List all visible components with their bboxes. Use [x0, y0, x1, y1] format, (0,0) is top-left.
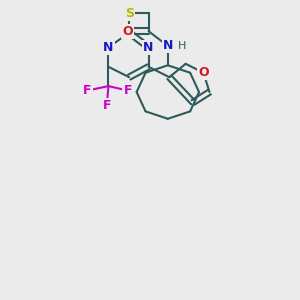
- Text: N: N: [143, 41, 154, 54]
- Text: F: F: [124, 84, 132, 97]
- Text: O: O: [122, 25, 133, 38]
- Text: S: S: [125, 7, 134, 20]
- Text: N: N: [103, 41, 114, 54]
- Text: O: O: [198, 66, 209, 79]
- Text: F: F: [103, 99, 111, 112]
- Text: N: N: [163, 40, 173, 52]
- Text: F: F: [83, 84, 92, 97]
- Text: H: H: [178, 41, 186, 51]
